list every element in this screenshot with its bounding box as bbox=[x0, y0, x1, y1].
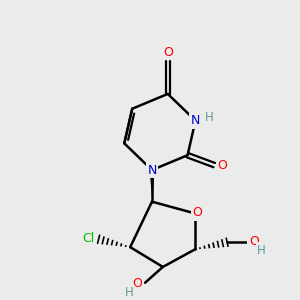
Text: H: H bbox=[257, 244, 266, 256]
Text: O: O bbox=[132, 277, 142, 290]
Text: O: O bbox=[163, 46, 173, 59]
Text: N: N bbox=[191, 114, 200, 127]
Text: O: O bbox=[193, 206, 202, 219]
Text: O: O bbox=[249, 235, 259, 248]
Polygon shape bbox=[149, 170, 154, 202]
Text: N: N bbox=[147, 164, 157, 176]
Text: H: H bbox=[125, 286, 134, 299]
Text: Cl: Cl bbox=[82, 232, 95, 245]
Text: O: O bbox=[217, 159, 227, 172]
Text: H: H bbox=[205, 111, 214, 124]
